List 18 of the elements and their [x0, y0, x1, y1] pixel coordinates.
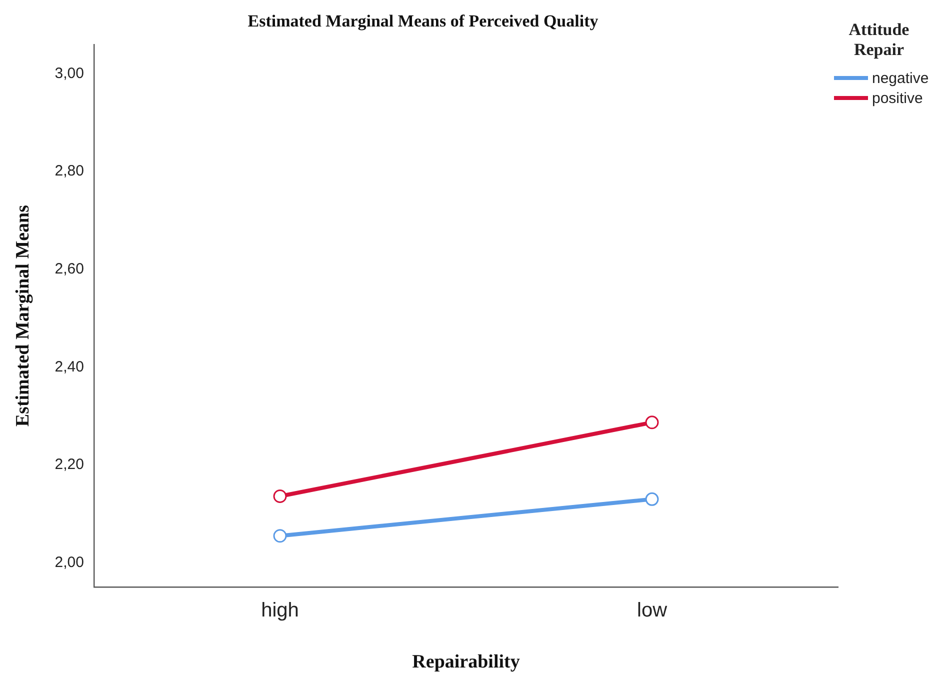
x-axis-title: Repairability [412, 652, 520, 673]
y-tick-label: 2,20 [54, 456, 84, 474]
y-tick-label: 2,60 [54, 260, 84, 278]
y-tick-label: 2,40 [54, 358, 84, 376]
x-tick-label: high [261, 600, 299, 622]
y-tick-label: 2,00 [54, 554, 84, 571]
point [273, 489, 287, 503]
point [273, 529, 287, 543]
y-axis-title: Estimated Marginal Means [12, 204, 34, 427]
legend-label: positive [872, 90, 923, 106]
x-tick-label: low [636, 600, 668, 622]
y-tick-label: 3,00 [54, 64, 84, 82]
legend-title: Attitude Repair [848, 20, 910, 60]
chart-title: Estimated Marginal Means of Perceived Quality [248, 12, 599, 31]
point [645, 492, 659, 506]
point [645, 416, 659, 430]
legend-label: negative [872, 70, 929, 86]
y-tick-label: 2,80 [54, 162, 84, 180]
